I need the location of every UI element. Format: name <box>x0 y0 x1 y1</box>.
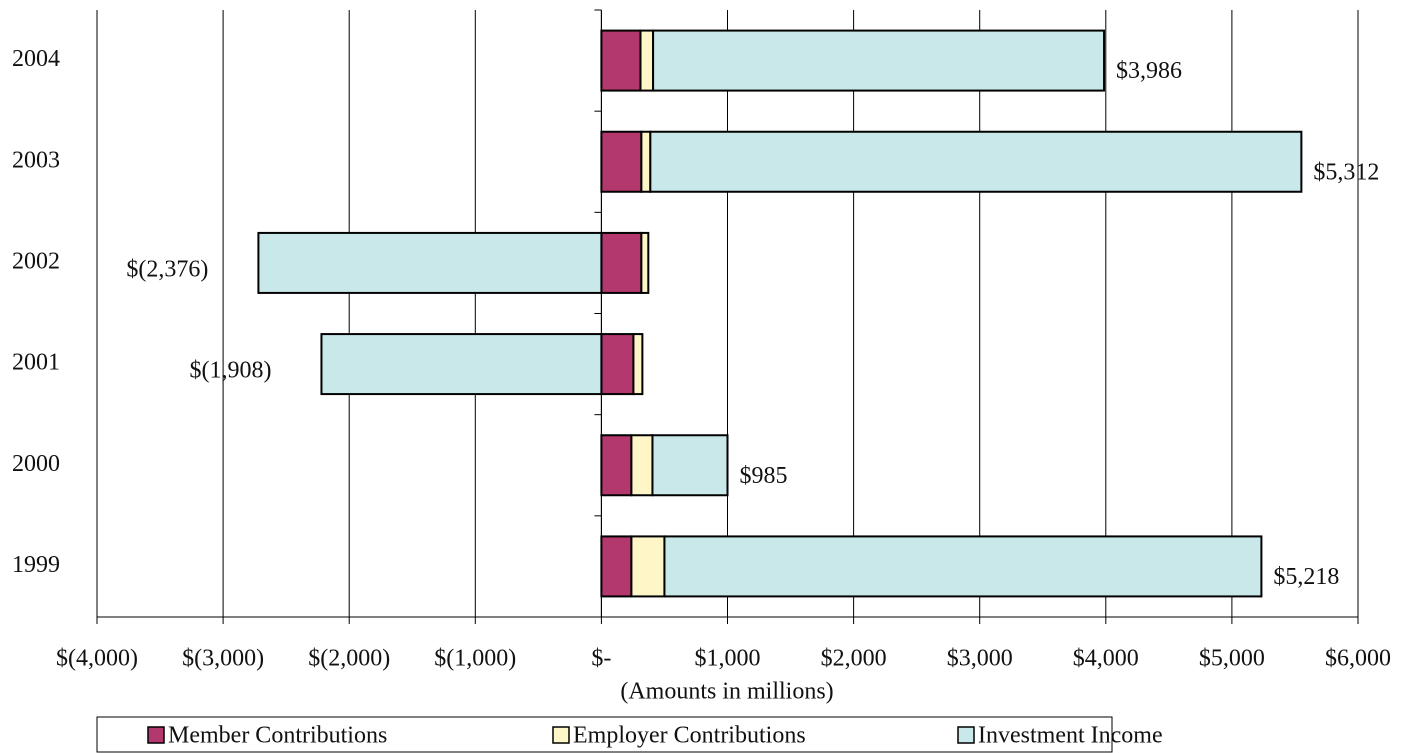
x-axis-title: (Amounts in millions) <box>620 679 833 705</box>
x-tick-label: $4,000 <box>1073 646 1139 672</box>
x-tick-label: $5,000 <box>1199 646 1265 672</box>
x-tick-label: $(2,000) <box>308 646 390 672</box>
x-tick-label: $(4,000) <box>56 646 138 672</box>
bar-segment <box>600 29 642 92</box>
y-tick-label: 2000 <box>12 451 60 477</box>
bar-segment <box>632 333 644 396</box>
legend-box <box>96 716 1113 753</box>
legend-swatch <box>147 726 165 744</box>
legend-swatch <box>957 726 975 744</box>
bar-segment <box>630 434 654 497</box>
total-label: $5,312 <box>1313 159 1379 185</box>
legend-label: Investment Income <box>978 723 1163 749</box>
total-label: $(1,908) <box>189 358 271 384</box>
bar-segment <box>320 333 603 396</box>
legend-label: Member Contributions <box>168 723 387 749</box>
bar-segment <box>651 434 729 497</box>
legend-label: Employer Contributions <box>573 723 806 749</box>
bar-segment <box>600 535 633 598</box>
bar-segment <box>640 130 652 193</box>
x-tick-label: $1,000 <box>695 646 761 672</box>
bar-segment <box>600 434 633 497</box>
bar-segment <box>649 130 1303 193</box>
bar-segment <box>600 130 643 193</box>
bar-segment <box>652 29 1106 92</box>
x-tick-label: $(1,000) <box>434 646 516 672</box>
y-tick-label: 2003 <box>12 147 60 173</box>
bar-segment <box>640 231 650 294</box>
bar-segment <box>663 535 1263 598</box>
bar-segment <box>600 231 643 294</box>
legend-swatch <box>552 726 570 744</box>
y-tick-label: 2001 <box>12 350 60 376</box>
x-tick-label: $6,000 <box>1325 646 1391 672</box>
total-label: $(2,376) <box>126 256 208 282</box>
total-label: $5,218 <box>1273 564 1339 590</box>
total-label: $3,986 <box>1116 58 1182 84</box>
bar-segment <box>639 29 655 92</box>
total-label: $985 <box>740 463 788 489</box>
x-tick-label: $(3,000) <box>182 646 264 672</box>
bar-segment <box>600 333 635 396</box>
y-tick-label: 1999 <box>12 552 60 578</box>
y-tick-label: 2004 <box>12 46 60 72</box>
bar-segment <box>630 535 666 598</box>
x-tick-label: $2,000 <box>821 646 887 672</box>
bar-segment <box>257 231 603 294</box>
x-tick-label: $- <box>591 646 611 672</box>
x-tick-label: $3,000 <box>947 646 1013 672</box>
y-tick-label: 2002 <box>12 248 60 274</box>
